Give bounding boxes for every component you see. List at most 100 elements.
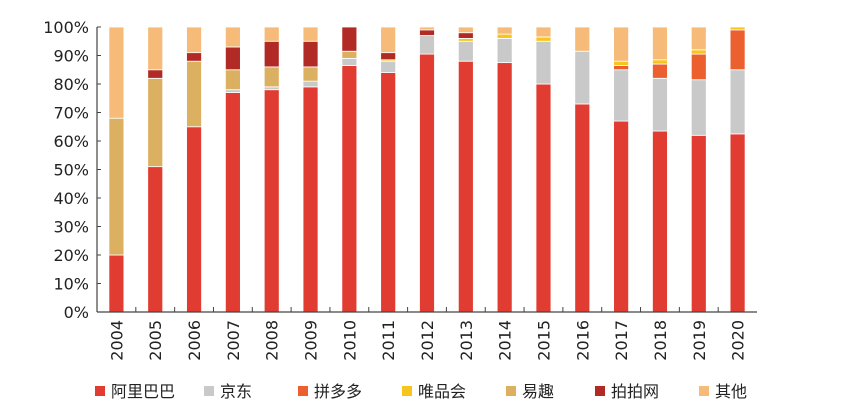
legend-label: 拍拍网 — [611, 382, 659, 401]
y-tick-label: 20% — [53, 246, 89, 265]
y-tick-label: 100% — [43, 18, 89, 37]
bar-segment — [380, 72, 397, 313]
bar-segment — [108, 254, 125, 313]
bar-segment — [652, 63, 668, 79]
bar-segment — [108, 26, 125, 119]
bar-segment — [224, 92, 241, 313]
y-axis: 0% 10% 20% 30% 40% 50% 60% 70% 80% 90% 100% — [43, 18, 101, 322]
bar-segment — [263, 66, 280, 88]
bar-segment — [341, 65, 358, 313]
bar-segment — [690, 134, 707, 313]
bar-segment — [224, 26, 241, 48]
bar-segment — [380, 26, 397, 54]
legend-swatch — [204, 386, 214, 396]
bar-segment — [613, 69, 630, 122]
y-tick-label: 90% — [53, 47, 89, 66]
bar-segment — [690, 26, 707, 51]
x-tick-label: 2006 — [185, 320, 204, 361]
x-tick-label: 2018 — [651, 320, 670, 361]
bar-segment — [729, 29, 746, 71]
bar-segment — [419, 35, 435, 55]
x-tick-label: 2020 — [729, 320, 748, 361]
bar-segment — [147, 77, 164, 168]
bar-segment — [263, 26, 280, 42]
legend-swatch — [298, 386, 308, 396]
bar-segment — [613, 65, 630, 71]
bar-segment — [302, 80, 319, 88]
bar-segment — [496, 38, 513, 64]
y-tick-label: 10% — [53, 275, 89, 294]
legend-swatch — [595, 386, 605, 396]
bar-segment — [302, 66, 319, 82]
bar-segment — [186, 52, 202, 62]
bar-segment — [419, 29, 435, 36]
legend-label: 京东 — [220, 382, 252, 401]
bar-segment — [574, 50, 591, 105]
bar-segment — [613, 60, 630, 66]
bar-segment — [224, 46, 241, 71]
bar-segment — [263, 86, 280, 91]
bar-segment — [496, 33, 513, 39]
legend-label: 其他 — [715, 382, 747, 401]
bar-segment — [729, 69, 746, 135]
bar-segment — [535, 26, 552, 38]
bar-segment — [613, 26, 630, 62]
bar-segment — [302, 86, 319, 313]
bar-segment — [263, 40, 280, 68]
legend-label: 拼多多 — [314, 382, 362, 401]
bar-segment — [690, 79, 707, 136]
y-tick-label: 40% — [53, 189, 89, 208]
bar-segment — [729, 26, 746, 31]
bar-segment — [574, 26, 591, 52]
legend-swatch — [95, 386, 105, 396]
bar-segment — [690, 49, 707, 55]
bar-segment — [147, 166, 164, 313]
bar-segment — [535, 83, 552, 313]
x-tick-label: 2008 — [263, 320, 282, 361]
bar-segment — [341, 57, 358, 66]
bar-segment — [652, 26, 668, 61]
bar-segment — [419, 26, 435, 31]
y-tick-label: 50% — [53, 161, 89, 180]
bar-segment — [574, 103, 591, 313]
bar-segment — [147, 26, 164, 71]
legend-label: 唯品会 — [418, 382, 466, 401]
x-tick-label: 2019 — [690, 320, 709, 361]
bar-segment — [535, 36, 552, 42]
y-tick-label: 70% — [53, 104, 89, 123]
bar-segment — [652, 77, 668, 132]
y-tick-label: 30% — [53, 218, 89, 237]
bar-segment — [457, 60, 474, 313]
bar-segment — [263, 89, 280, 313]
x-tick-label: 2013 — [457, 320, 476, 361]
legend-swatch — [402, 386, 412, 396]
bar-segment — [341, 26, 358, 52]
bar-segment — [147, 69, 164, 79]
y-tick-label: 0% — [64, 303, 89, 322]
bar-segment — [652, 59, 668, 65]
bar-segment — [652, 130, 668, 313]
bar-segment — [380, 60, 397, 74]
bar-segment — [613, 120, 630, 313]
x-tick-label: 2015 — [534, 320, 553, 361]
bar-segment — [186, 126, 202, 313]
x-tick-label: 2016 — [573, 320, 592, 361]
x-tick-label: 2011 — [379, 320, 398, 361]
x-tick-label: 2009 — [302, 320, 321, 361]
legend-label: 易趣 — [522, 382, 554, 401]
x-tick-label: 2005 — [146, 320, 165, 361]
bar-segment — [457, 32, 474, 39]
y-tick-label: 80% — [53, 75, 89, 94]
x-tick-label: 2017 — [612, 320, 631, 361]
bar-segment — [186, 26, 202, 54]
x-tick-label: 2014 — [496, 320, 515, 361]
bar-segment — [690, 53, 707, 81]
bar-segment — [496, 26, 513, 35]
legend: 阿里巴巴 京东 拼多多 唯品会 易趣 拍拍网 其他 — [95, 382, 747, 401]
bar-segment — [457, 26, 474, 34]
bar-segment — [302, 40, 319, 68]
x-tick-label: 2004 — [107, 320, 126, 361]
legend-swatch — [699, 386, 709, 396]
bar-segment — [729, 133, 746, 313]
